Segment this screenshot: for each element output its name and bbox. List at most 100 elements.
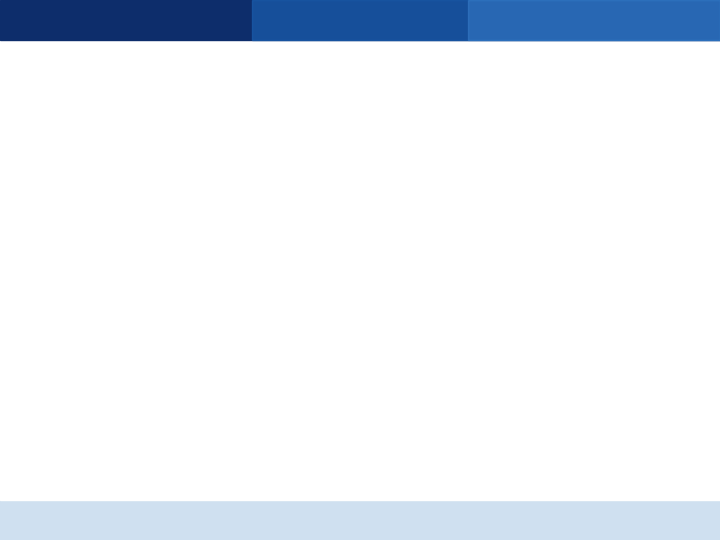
Bar — [395, 205, 441, 207]
Bar — [532, 409, 578, 414]
Bar — [258, 192, 305, 193]
FancyBboxPatch shape — [530, 183, 588, 217]
FancyBboxPatch shape — [256, 272, 315, 315]
Bar — [532, 311, 578, 313]
Bar — [395, 324, 441, 329]
Bar — [532, 315, 578, 316]
Bar — [395, 157, 411, 491]
Bar — [395, 217, 441, 219]
Bar — [395, 394, 441, 400]
Bar — [395, 215, 441, 217]
Bar — [258, 190, 305, 191]
Bar — [258, 454, 305, 456]
Bar — [395, 301, 441, 302]
Bar — [104, 165, 167, 173]
FancyBboxPatch shape — [102, 176, 160, 221]
Bar — [258, 349, 305, 351]
Bar — [395, 209, 441, 210]
Bar — [258, 193, 305, 195]
FancyBboxPatch shape — [530, 322, 588, 353]
Bar — [532, 376, 578, 381]
Bar — [104, 165, 120, 489]
Bar — [258, 227, 305, 234]
Bar — [532, 224, 578, 226]
Bar — [258, 187, 305, 189]
FancyBboxPatch shape — [393, 262, 451, 295]
Bar — [395, 307, 441, 309]
Polygon shape — [576, 443, 720, 540]
Bar — [532, 317, 578, 319]
FancyBboxPatch shape — [393, 393, 451, 429]
Bar — [104, 298, 150, 303]
Bar — [532, 235, 578, 237]
Bar — [532, 313, 578, 315]
Bar — [395, 264, 441, 269]
Bar — [532, 277, 578, 282]
FancyBboxPatch shape — [256, 387, 315, 429]
Bar — [395, 214, 441, 215]
Bar — [532, 226, 578, 227]
Bar — [258, 215, 305, 217]
Bar — [258, 195, 305, 197]
Bar — [258, 355, 305, 357]
Bar — [258, 184, 305, 185]
Bar — [104, 259, 150, 265]
Text: Exercise 4. Different Environments: Exercise 4. Different Environments — [29, 59, 522, 83]
FancyBboxPatch shape — [393, 225, 451, 259]
Bar — [532, 176, 548, 483]
Bar — [532, 237, 578, 239]
Bar — [395, 305, 441, 307]
FancyBboxPatch shape — [530, 241, 588, 273]
FancyBboxPatch shape — [256, 131, 315, 169]
Bar — [258, 361, 305, 363]
Bar — [532, 243, 578, 248]
Bar — [258, 351, 305, 353]
Bar — [532, 228, 578, 230]
FancyBboxPatch shape — [393, 322, 451, 356]
Bar — [258, 375, 305, 376]
Bar — [258, 388, 305, 395]
Bar — [258, 207, 305, 209]
Bar — [395, 435, 441, 441]
FancyBboxPatch shape — [393, 165, 451, 198]
Bar — [258, 204, 305, 205]
Bar — [532, 323, 578, 328]
Bar — [258, 379, 305, 380]
Text: Shallow-marine deposits: Shallow-marine deposits — [192, 510, 413, 528]
Bar — [395, 157, 459, 165]
Bar — [104, 453, 150, 459]
Bar — [395, 381, 441, 383]
Bar — [532, 222, 578, 224]
Bar — [258, 363, 305, 364]
FancyBboxPatch shape — [102, 451, 160, 487]
Bar — [395, 207, 441, 208]
FancyBboxPatch shape — [102, 390, 160, 426]
Bar — [258, 357, 305, 359]
Bar — [258, 124, 274, 518]
Bar — [395, 313, 441, 315]
Bar — [258, 124, 322, 134]
Bar — [104, 178, 150, 185]
FancyBboxPatch shape — [530, 408, 588, 438]
Bar — [258, 199, 305, 201]
Bar — [258, 452, 305, 454]
Bar — [258, 467, 305, 476]
FancyBboxPatch shape — [256, 225, 315, 268]
Bar — [258, 180, 305, 181]
Polygon shape — [518, 378, 720, 540]
Text: A: A — [47, 116, 53, 126]
FancyBboxPatch shape — [393, 433, 451, 470]
Bar — [258, 377, 305, 379]
Bar — [395, 388, 441, 389]
Bar — [395, 220, 441, 222]
Bar — [258, 369, 305, 370]
Bar — [258, 205, 305, 207]
FancyBboxPatch shape — [102, 257, 160, 293]
Text: c z vf f m cvcG: c z vf f m cvcG — [60, 121, 101, 126]
Bar — [532, 231, 578, 233]
Bar — [258, 381, 305, 382]
Bar — [104, 382, 150, 385]
Text: sand: sand — [61, 114, 78, 120]
Text: Petroleum Learning Centre: Petroleum Learning Centre — [54, 14, 233, 26]
Bar — [258, 459, 305, 461]
